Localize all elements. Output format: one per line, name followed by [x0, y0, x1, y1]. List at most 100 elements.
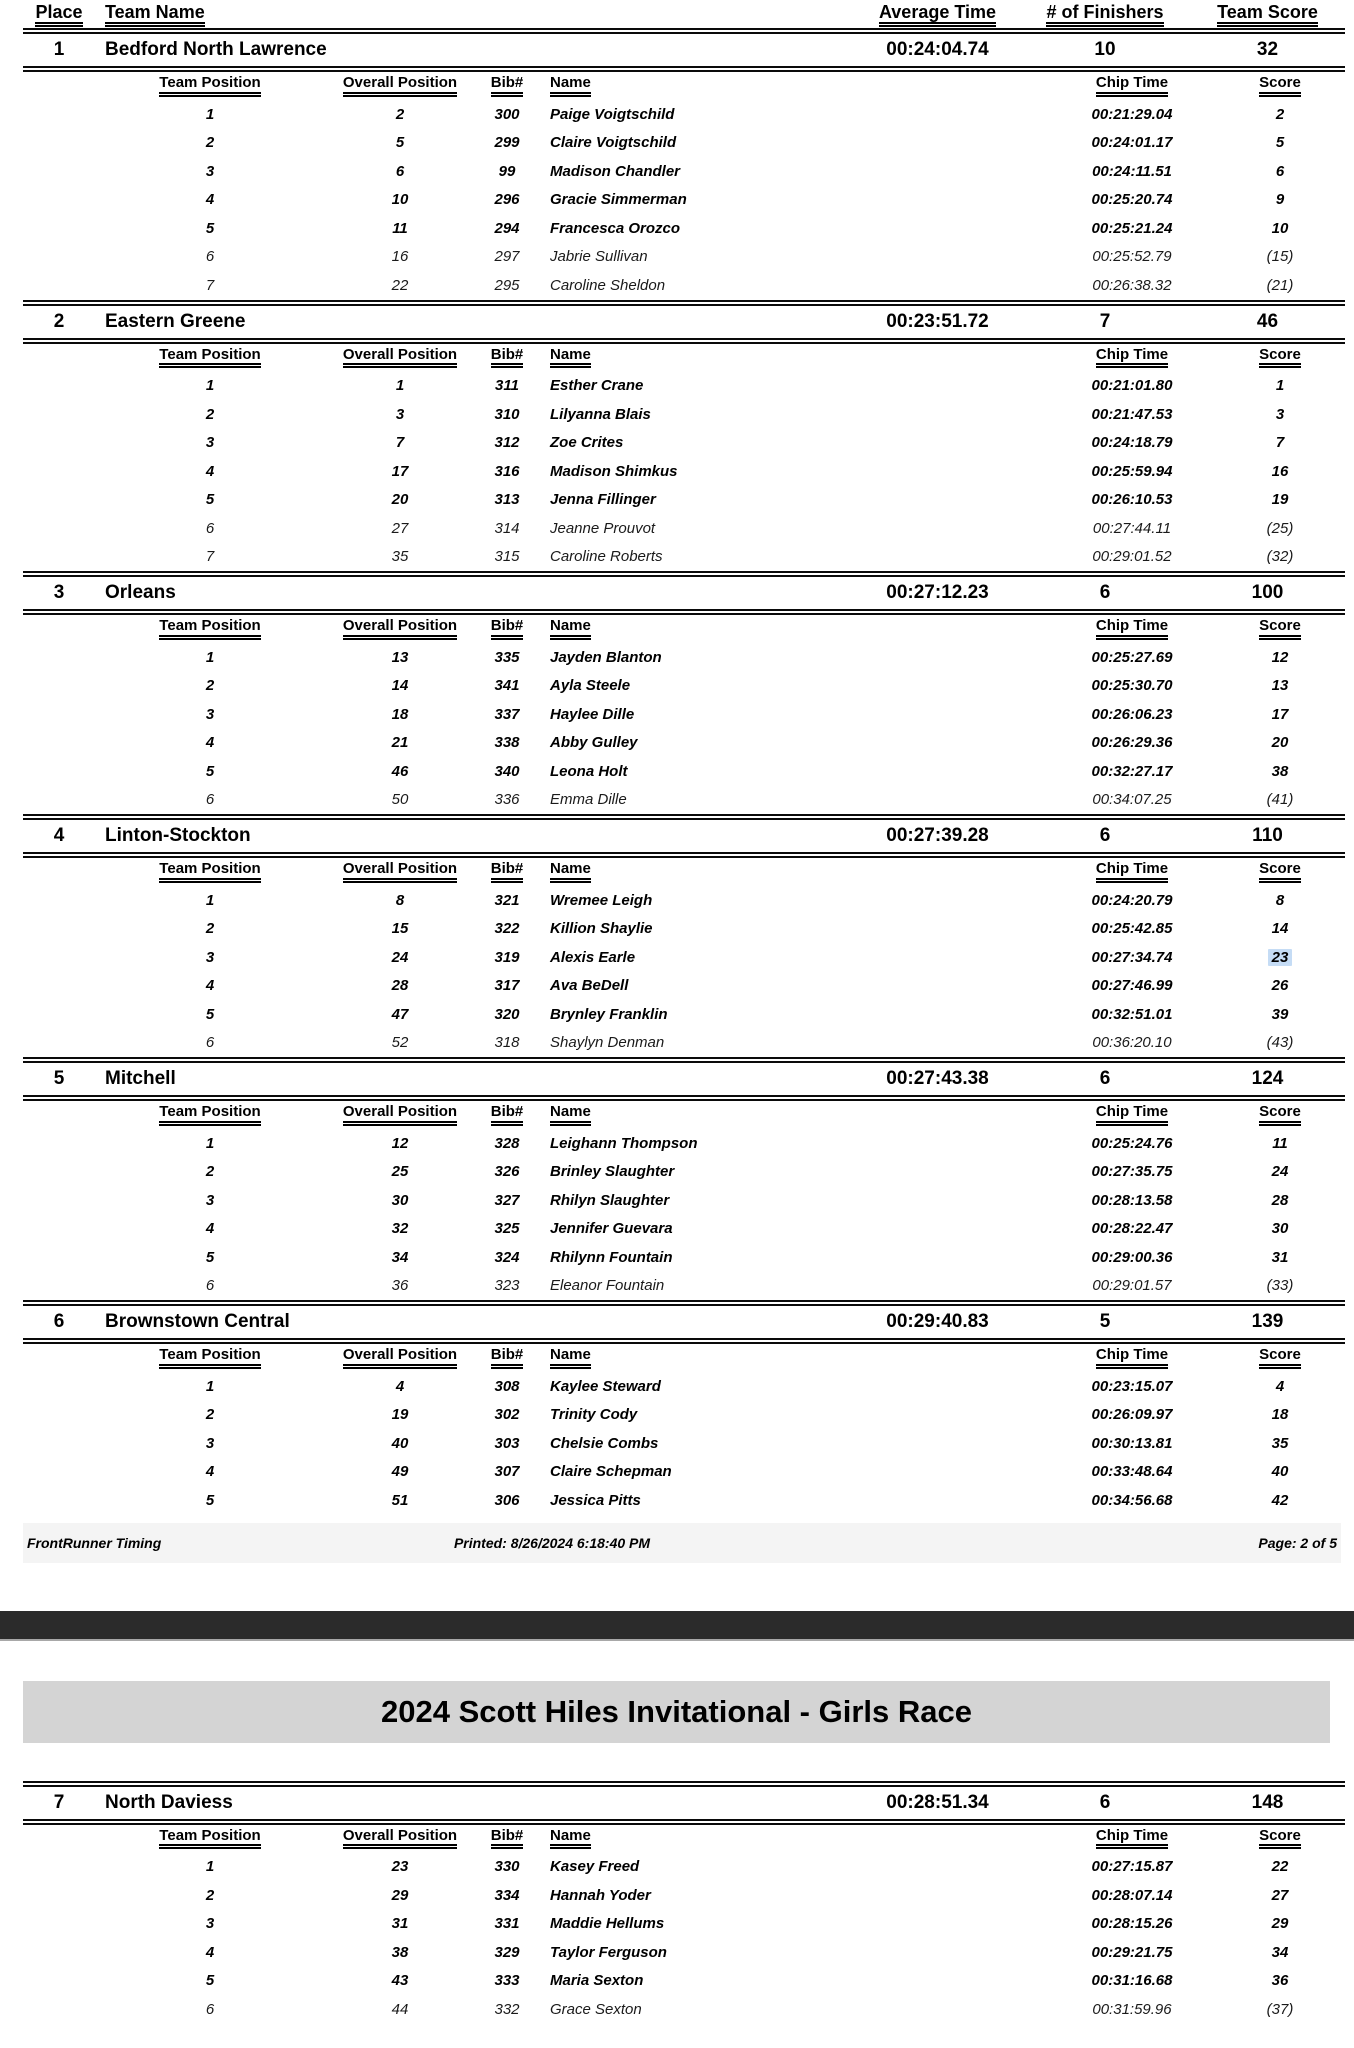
col-header-bib: Bib# [468, 615, 546, 643]
team-place: 6 [23, 1306, 95, 1338]
runner-chip-time-label: 00:28:07.14 [1091, 1886, 1173, 1904]
runner-team-position: 6 [130, 514, 290, 543]
runner-bib: 333 [468, 1967, 546, 1996]
runner-team-position-label: 2 [205, 920, 215, 938]
runner-team-position: 1 [130, 1853, 290, 1882]
runner-name: Jayden Blanton [550, 643, 980, 672]
team-average-time: 00:23:51.72 [850, 306, 1025, 338]
runner-overall-position: 46 [320, 757, 480, 786]
teams-page2: 7 North Daviess 00:28:51.34 6 148 Team Positi… [0, 1780, 1354, 2024]
runner-name-label: Emma Dille [550, 791, 627, 809]
runner-team-position-label: 6 [205, 1034, 215, 1052]
team-place-label: 5 [53, 1068, 65, 1089]
runner-overall-position-label: 20 [391, 491, 409, 509]
col-header-score: Score [1205, 1101, 1354, 1129]
runner-name: Emma Dille [550, 786, 980, 815]
runner-team-position: 5 [130, 1243, 290, 1272]
runner-chip-time-label: 00:33:48.64 [1091, 1463, 1173, 1481]
runner-score-label: 10 [1271, 219, 1289, 237]
runner-name: Shaylyn Denman [550, 1029, 980, 1058]
runner-name-label: Eleanor Fountain [550, 1277, 665, 1295]
team-score: 124 [1190, 1063, 1345, 1095]
col-header-bib-label: Bib# [490, 1104, 524, 1126]
runner-name-label: Jessica Pitts [550, 1491, 641, 1509]
col-header-team-name: Team Name [105, 2, 745, 28]
runner-overall-position-label: 52 [391, 1034, 409, 1052]
col-header-score: Score [1205, 344, 1354, 372]
runner-overall-position-label: 14 [391, 677, 409, 695]
runner-score-label: 31 [1271, 1248, 1289, 1266]
runner-team-position-label: 5 [205, 1491, 215, 1509]
runner-row: 5 20 313 Jenna Fillinger 00:26:10.53 19 [0, 486, 1354, 515]
runner-overall-position-label: 10 [391, 191, 409, 209]
runner-overall-position-label: 16 [391, 248, 409, 266]
runner-overall-position-label: 12 [391, 1134, 409, 1152]
runner-team-position-label: 1 [205, 1134, 215, 1152]
runner-chip-time: 00:24:18.79 [1040, 429, 1224, 458]
runner-name-label: Jennifer Guevara [550, 1220, 673, 1238]
runner-score-label: (37) [1266, 2000, 1294, 2018]
team-place-label: 6 [53, 1311, 65, 1332]
runner-chip-time: 00:28:15.26 [1040, 1910, 1224, 1939]
runner-name-label: Abby Gulley [550, 734, 638, 752]
runner-team-position: 1 [130, 372, 290, 401]
col-header-score-label: Score [1259, 861, 1301, 883]
runner-bib: 329 [468, 1938, 546, 1967]
runner-chip-time-label: 00:27:46.99 [1091, 977, 1173, 995]
runner-overall-position: 47 [320, 1000, 480, 1029]
team-score: 100 [1190, 577, 1345, 609]
runner-overall-position-label: 32 [391, 1220, 409, 1238]
runner-bib: 331 [468, 1910, 546, 1939]
runner-row: 4 28 317 Ava BeDell 00:27:46.99 26 [0, 972, 1354, 1001]
runner-bib: 325 [468, 1215, 546, 1244]
runner-bib: 314 [468, 514, 546, 543]
runner-chip-time: 00:26:06.23 [1040, 700, 1224, 729]
runner-chip-time-label: 00:25:42.85 [1091, 920, 1173, 938]
team-name-label: North Daviess [105, 1791, 233, 1813]
section-divider [23, 609, 1345, 615]
runner-team-position: 1 [130, 643, 290, 672]
col-header-chip-time: Chip Time [1040, 344, 1224, 372]
runner-bib-label: 324 [494, 1248, 520, 1266]
col-header-score: Score [1205, 858, 1354, 886]
runner-team-position-label: 6 [205, 2000, 215, 2018]
runner-chip-time: 00:25:52.79 [1040, 243, 1224, 272]
runner-team-position: 4 [130, 1938, 290, 1967]
col-header-team-position: Team Position [130, 615, 290, 643]
col-header-chip-time: Chip Time [1040, 72, 1224, 100]
runner-name: Trinity Cody [550, 1401, 980, 1430]
runner-bib: 297 [468, 243, 546, 272]
runner-name: Alexis Earle [550, 943, 980, 972]
runner-bib-label: 317 [494, 977, 520, 995]
runner-overall-position-label: 28 [391, 977, 409, 995]
runner-overall-position-label: 11 [392, 219, 408, 237]
section-divider [23, 571, 1345, 577]
runner-bib-label: 310 [494, 405, 520, 423]
team-average-time: 00:27:43.38 [850, 1063, 1025, 1095]
runner-overall-position: 17 [320, 457, 480, 486]
runner-score: 22 [1205, 1853, 1354, 1882]
runner-header-row: Team Position Overall Position Bib# Name Chi… [0, 1344, 1354, 1372]
runner-name-label: Ava BeDell [550, 977, 629, 995]
runner-score-label: 5 [1275, 134, 1285, 152]
runner-row: 1 23 330 Kasey Freed 00:27:15.87 22 [0, 1853, 1354, 1882]
runner-bib-label: 331 [494, 1915, 520, 1933]
runner-header-row: Team Position Overall Position Bib# Name Chi… [0, 344, 1354, 372]
team-finishers: 6 [1025, 1787, 1185, 1819]
runner-score: (33) [1205, 1272, 1354, 1301]
results-header-row: Place Team Name Average Time # of Finish… [0, 2, 1354, 28]
runner-name: Kasey Freed [550, 1853, 980, 1882]
runner-chip-time-label: 00:29:00.36 [1091, 1248, 1173, 1266]
runner-bib-label: 321 [494, 891, 520, 909]
runner-team-position-label: 1 [205, 1377, 215, 1395]
runner-overall-position-label: 18 [391, 705, 409, 723]
runner-team-position-label: 2 [205, 677, 215, 695]
runner-bib: 337 [468, 700, 546, 729]
runner-chip-time-label: 00:26:06.23 [1091, 705, 1173, 723]
runner-name-label: Maddie Hellums [550, 1915, 665, 1933]
runner-overall-position: 29 [320, 1881, 480, 1910]
runner-bib: 99 [468, 157, 546, 186]
runner-name-label: Haylee Dille [550, 705, 635, 723]
runner-team-position: 4 [130, 972, 290, 1001]
runner-chip-time: 00:28:07.14 [1040, 1881, 1224, 1910]
